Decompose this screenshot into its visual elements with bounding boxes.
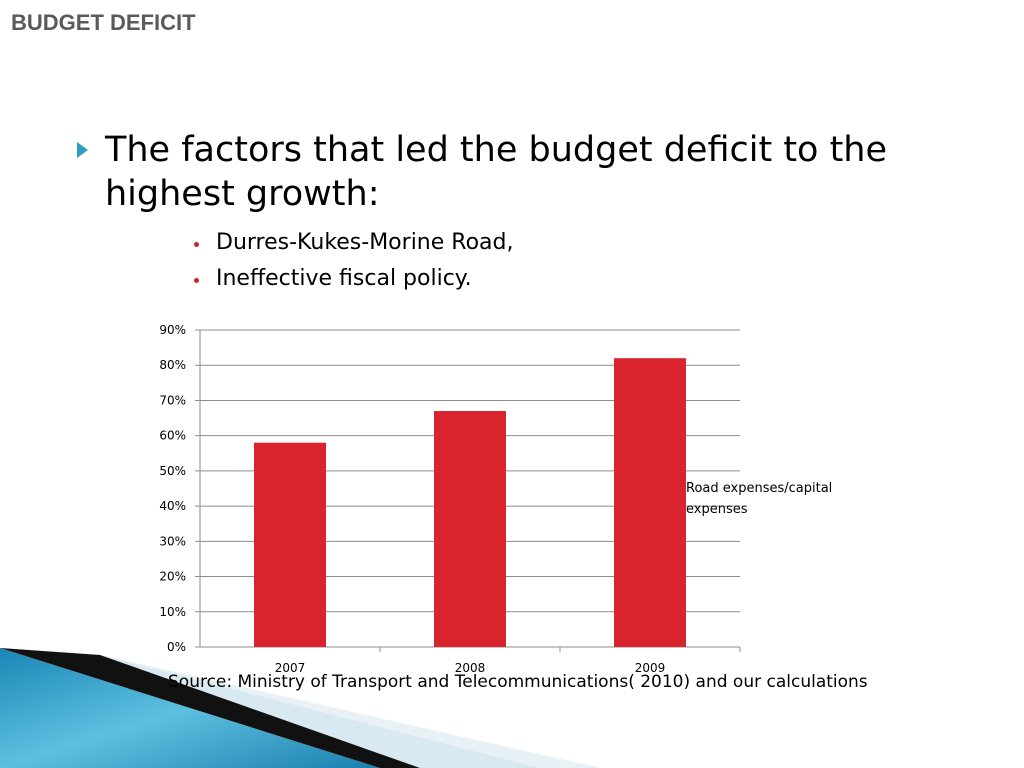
slide-title: BUDGET DEFICIT bbox=[11, 10, 196, 35]
dot-bullet-icon bbox=[194, 278, 199, 283]
sub-bullet-list: Durres-Kukes-Morine Road, Ineffective fi… bbox=[190, 228, 513, 300]
grid-lines bbox=[195, 329, 741, 652]
y-tick-label: 30% bbox=[159, 534, 186, 548]
bar-2007 bbox=[254, 442, 326, 647]
main-bullet-text: The factors that led the budget deficit … bbox=[105, 130, 888, 214]
y-tick-label: 10% bbox=[159, 605, 186, 619]
arrow-bullet-icon bbox=[77, 142, 88, 158]
sub-bullet-text: Durres-Kukes-Morine Road, bbox=[216, 230, 514, 255]
sub-bullet-item: Durres-Kukes-Morine Road, bbox=[190, 228, 513, 264]
main-bullet: The factors that led the budget deficit … bbox=[75, 128, 975, 216]
y-tick-label: 70% bbox=[159, 393, 186, 407]
y-tick-label: 60% bbox=[159, 429, 186, 443]
y-tick-label: 90% bbox=[159, 323, 186, 337]
y-tick-label: 50% bbox=[159, 464, 186, 478]
bar-2008 bbox=[434, 411, 506, 647]
bars bbox=[254, 358, 686, 647]
source-note: Source: Ministry of Transport and Teleco… bbox=[168, 672, 868, 692]
main-bullet-block: The factors that led the budget deficit … bbox=[75, 128, 975, 216]
sub-bullet-text: Ineffective fiscal policy. bbox=[216, 266, 472, 291]
sub-bullet-item: Ineffective fiscal policy. bbox=[190, 264, 513, 300]
dot-bullet-icon bbox=[194, 242, 199, 247]
y-tick-label: 80% bbox=[159, 358, 186, 372]
bar-2009 bbox=[614, 358, 686, 647]
series-label: Road expenses/capital expenses bbox=[686, 481, 833, 517]
y-tick-label: 20% bbox=[159, 570, 186, 584]
y-tick-label: 40% bbox=[159, 499, 186, 513]
y-tick-label: 0% bbox=[167, 640, 186, 654]
y-axis-ticks: 0% 10% 20% 30% 40% 50% 60% 70% 80% 90% bbox=[159, 323, 186, 654]
